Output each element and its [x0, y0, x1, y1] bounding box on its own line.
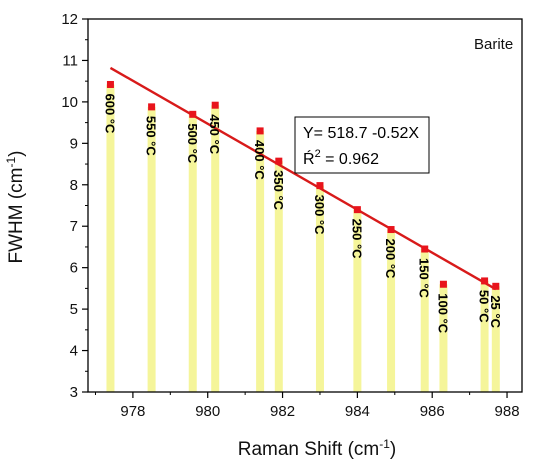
y-tick-label-5: 8: [70, 177, 78, 194]
marker-9: [421, 245, 429, 253]
bar-11: [480, 280, 489, 392]
y-tick-label-1: 4: [70, 343, 78, 360]
x-tick-label-1: 980: [195, 403, 220, 420]
marker-10: [439, 280, 447, 288]
markers-layer: [106, 80, 500, 290]
bar-label-4: 400 °C: [252, 140, 267, 181]
bar-2: [188, 114, 197, 393]
marker-2: [189, 110, 197, 118]
x-tick-label-0: 978: [120, 403, 145, 420]
marker-11: [481, 277, 489, 285]
bar-label-7: 250 °C: [349, 219, 364, 260]
y-tick-label-9: 12: [61, 11, 78, 28]
fit-equation: Y= 518.7 -0.52X: [303, 125, 419, 142]
y-tick-label-0: 3: [70, 384, 78, 401]
bar-9: [420, 249, 429, 392]
marker-1: [148, 103, 156, 111]
x-tick-label-4: 986: [420, 403, 445, 420]
bar-label-6: 300 °C: [312, 195, 327, 236]
bar-label-12: 25 °C: [488, 295, 503, 328]
bar-7: [353, 209, 362, 392]
x-tick-label-3: 984: [345, 403, 370, 420]
bar-label-9: 150 °C: [417, 258, 432, 299]
bar-label-1: 550 °C: [144, 116, 159, 157]
bar-label-5: 350 °C: [271, 170, 286, 211]
marker-12: [492, 282, 500, 290]
x-axis-title: Raman Shift (cm-1): [238, 437, 396, 460]
annotation-frame: [294, 116, 430, 174]
marker-5: [275, 157, 283, 165]
marker-6: [316, 182, 324, 190]
bar-label-10: 100 °C: [435, 293, 450, 334]
y-tick-label-2: 5: [70, 301, 78, 318]
bar-10: [439, 284, 448, 392]
x-tick-label-5: 988: [495, 403, 520, 420]
y-tick-label-3: 6: [70, 260, 78, 277]
bars-layer: [106, 84, 500, 393]
bar-1: [147, 106, 156, 393]
bar-8: [387, 229, 396, 392]
mineral-label: Barite: [474, 36, 513, 53]
y-tick-label-6: 9: [70, 135, 78, 152]
bar-label-0: 600 °C: [102, 93, 117, 134]
bar-label-8: 200 °C: [383, 239, 398, 280]
marker-3: [211, 101, 219, 109]
bar-4: [256, 130, 265, 392]
marker-0: [106, 80, 114, 88]
fit-line-layer: [109, 66, 497, 291]
fit-line: [109, 66, 497, 291]
marker-7: [353, 206, 361, 214]
bar-label-2: 500 °C: [185, 123, 200, 164]
bar-labels-layer: 600 °C 550 °C 500 °C 450 °C 400 °C 350 °C 300 …: [102, 93, 502, 333]
x-tick-label-2: 982: [270, 403, 295, 420]
bar-6: [315, 185, 324, 392]
r-squared: Ŕ2 = 0.962: [303, 148, 379, 168]
bar-label-3: 450 °C: [207, 114, 222, 155]
bar-label-11: 50 °C: [477, 290, 492, 323]
annotation-box: Y= 518.7 -0.52X Ŕ2 = 0.962: [294, 116, 430, 174]
marker-4: [256, 127, 264, 135]
y-axis-title: FWHM (cm-1): [4, 150, 27, 263]
bar-3: [211, 105, 220, 393]
marker-8: [387, 226, 395, 234]
bar-12: [491, 286, 500, 392]
bar-0: [106, 84, 115, 392]
y-tick-label-8: 11: [62, 52, 78, 69]
y-tick-label-4: 7: [70, 218, 78, 235]
y-tick-label-7: 10: [61, 94, 78, 111]
bar-5: [274, 161, 283, 392]
axes-layer: 3 4 5 6 7 8 9 10 11 12 978 980 982 984 986 988: [61, 11, 519, 420]
